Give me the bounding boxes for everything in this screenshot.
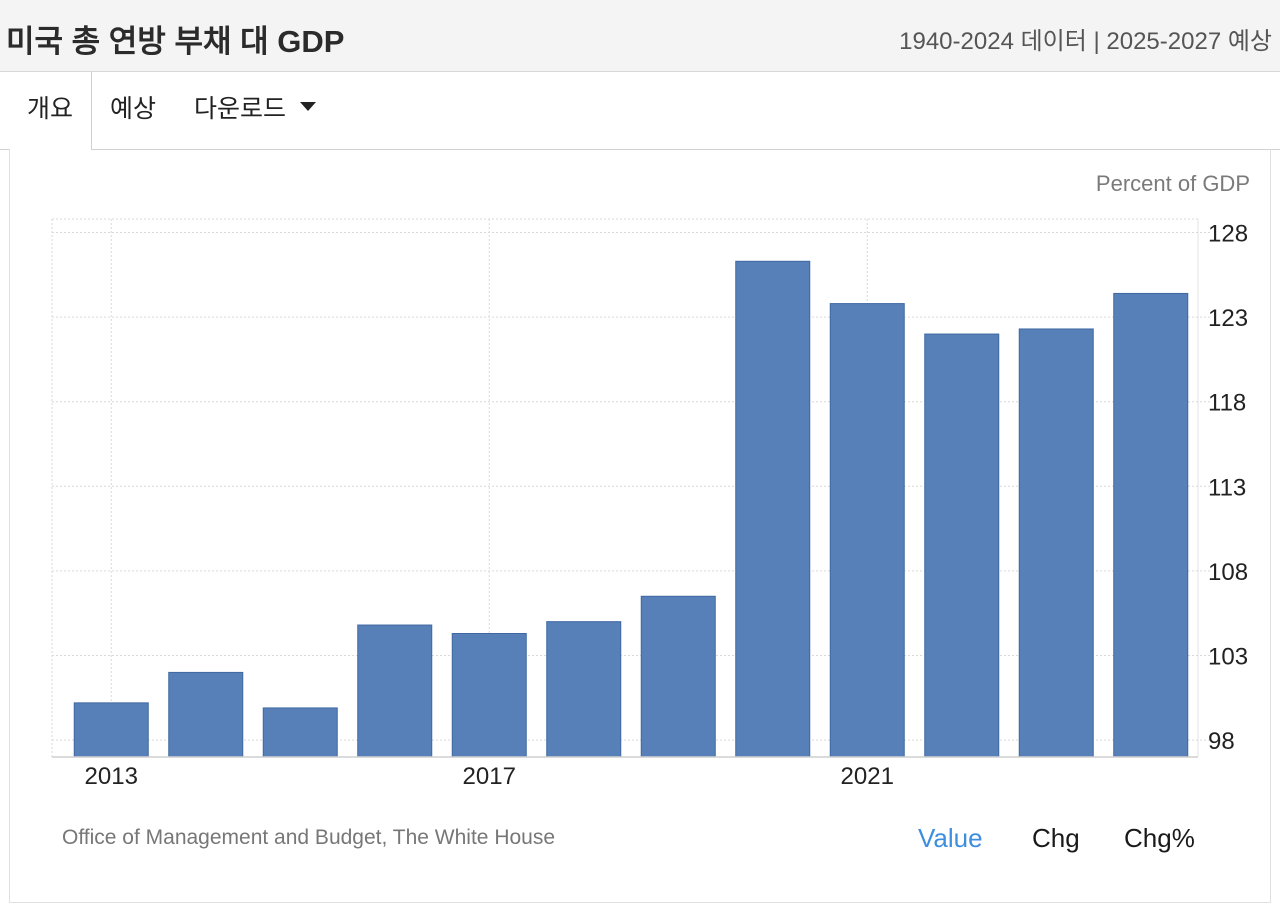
chart-panel — [9, 149, 1271, 903]
tab-forecast[interactable]: 예상 — [110, 72, 156, 149]
bar-2019 — [640, 595, 716, 758]
y-tick-label: 113 — [1208, 474, 1246, 501]
y-tick-label: 128 — [1208, 221, 1248, 248]
x-tick-label: 2021 — [841, 763, 894, 790]
y-tick-label: 103 — [1208, 643, 1248, 670]
tab-overview-label: 개요 — [26, 95, 73, 123]
bar-2020 — [735, 260, 811, 758]
bar-2022 — [924, 333, 1000, 758]
bar-2024 — [1113, 292, 1189, 758]
bar-2013 — [73, 702, 149, 758]
caret-down-icon — [300, 101, 317, 111]
chart-unit-label: Percent of GDP — [1095, 171, 1250, 196]
tab-bar: 개요 예상 다운로드 — [0, 72, 1280, 150]
tab-forecast-label: 예상 — [110, 95, 157, 123]
page-header: 미국 총 연방 부채 대 GDP 1940-2024 데이터 | 2025-20… — [0, 0, 1280, 72]
data-range-info: 1940-2024 데이터 | 2025-2027 예상 — [899, 28, 1272, 55]
y-tick-label: 98 — [1208, 728, 1235, 755]
toggle-chg[interactable]: Chg — [1032, 823, 1080, 853]
toggle-chg-percent[interactable]: Chg% — [1124, 823, 1195, 853]
bar-2017 — [451, 632, 527, 758]
tab-download[interactable]: 다운로드 — [194, 72, 317, 149]
x-tick-label: 2017 — [463, 763, 516, 790]
bar-2015 — [262, 707, 338, 758]
x-tick-label: 2013 — [85, 763, 138, 790]
toggle-value[interactable]: Value — [918, 823, 983, 853]
y-tick-label: 123 — [1208, 305, 1248, 332]
y-tick-label: 118 — [1208, 390, 1246, 417]
y-tick-label: 108 — [1208, 559, 1248, 586]
bar-2014 — [168, 671, 244, 758]
bar-2021 — [829, 303, 905, 758]
bar-2023 — [1018, 328, 1094, 758]
bar-2016 — [357, 624, 433, 758]
bar-2018 — [546, 621, 622, 758]
page-title: 미국 총 연방 부채 대 GDP — [6, 24, 345, 59]
data-source: Office of Management and Budget, The Whi… — [62, 826, 556, 849]
tab-download-label: 다운로드 — [194, 95, 287, 123]
tab-overview[interactable]: 개요 — [9, 72, 92, 150]
